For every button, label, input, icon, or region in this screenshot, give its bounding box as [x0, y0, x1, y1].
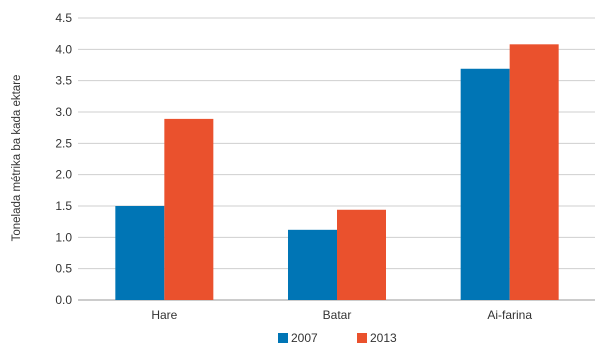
bar-2007-ai-farina	[460, 68, 510, 300]
y-tick-label: 0.0	[55, 293, 72, 307]
legend-label-2013: 2013	[370, 331, 397, 345]
bars	[115, 44, 559, 300]
x-category-label: Batar	[323, 308, 352, 322]
legend-swatch-2007	[278, 333, 288, 343]
y-tick-label: 4.5	[55, 11, 72, 25]
y-tick-label: 0.5	[55, 262, 72, 276]
bar-2007-hare	[115, 206, 165, 300]
bar-2007-batar	[288, 229, 337, 300]
bar-2013-batar	[337, 209, 386, 300]
legend: 2007 2013	[278, 331, 397, 345]
y-tick-label: 2.5	[55, 136, 72, 150]
legend-swatch-2013	[357, 333, 367, 343]
y-axis-title: Tonelada métrika ba kada ektare	[11, 75, 23, 242]
y-tick-label: 4.0	[55, 42, 72, 56]
y-tick-label: 1.5	[55, 199, 72, 213]
y-tick-label: 1.0	[55, 230, 72, 244]
y-tick-label: 2.0	[55, 168, 72, 182]
x-axis-categories: Hare Batar Ai-farina	[151, 308, 532, 322]
x-category-label: Hare	[151, 308, 177, 322]
y-axis-ticks: 0.0 0.5 1.0 1.5 2.0 2.5 3.0 3.5 4.0 4.5	[55, 11, 72, 307]
y-tick-label: 3.5	[55, 74, 72, 88]
y-tick-label: 3.0	[55, 105, 72, 119]
bar-2013-hare	[164, 118, 214, 300]
legend-label-2007: 2007	[291, 331, 318, 345]
bar-2013-ai-farina	[509, 44, 559, 300]
x-category-label: Ai-farina	[487, 308, 532, 322]
